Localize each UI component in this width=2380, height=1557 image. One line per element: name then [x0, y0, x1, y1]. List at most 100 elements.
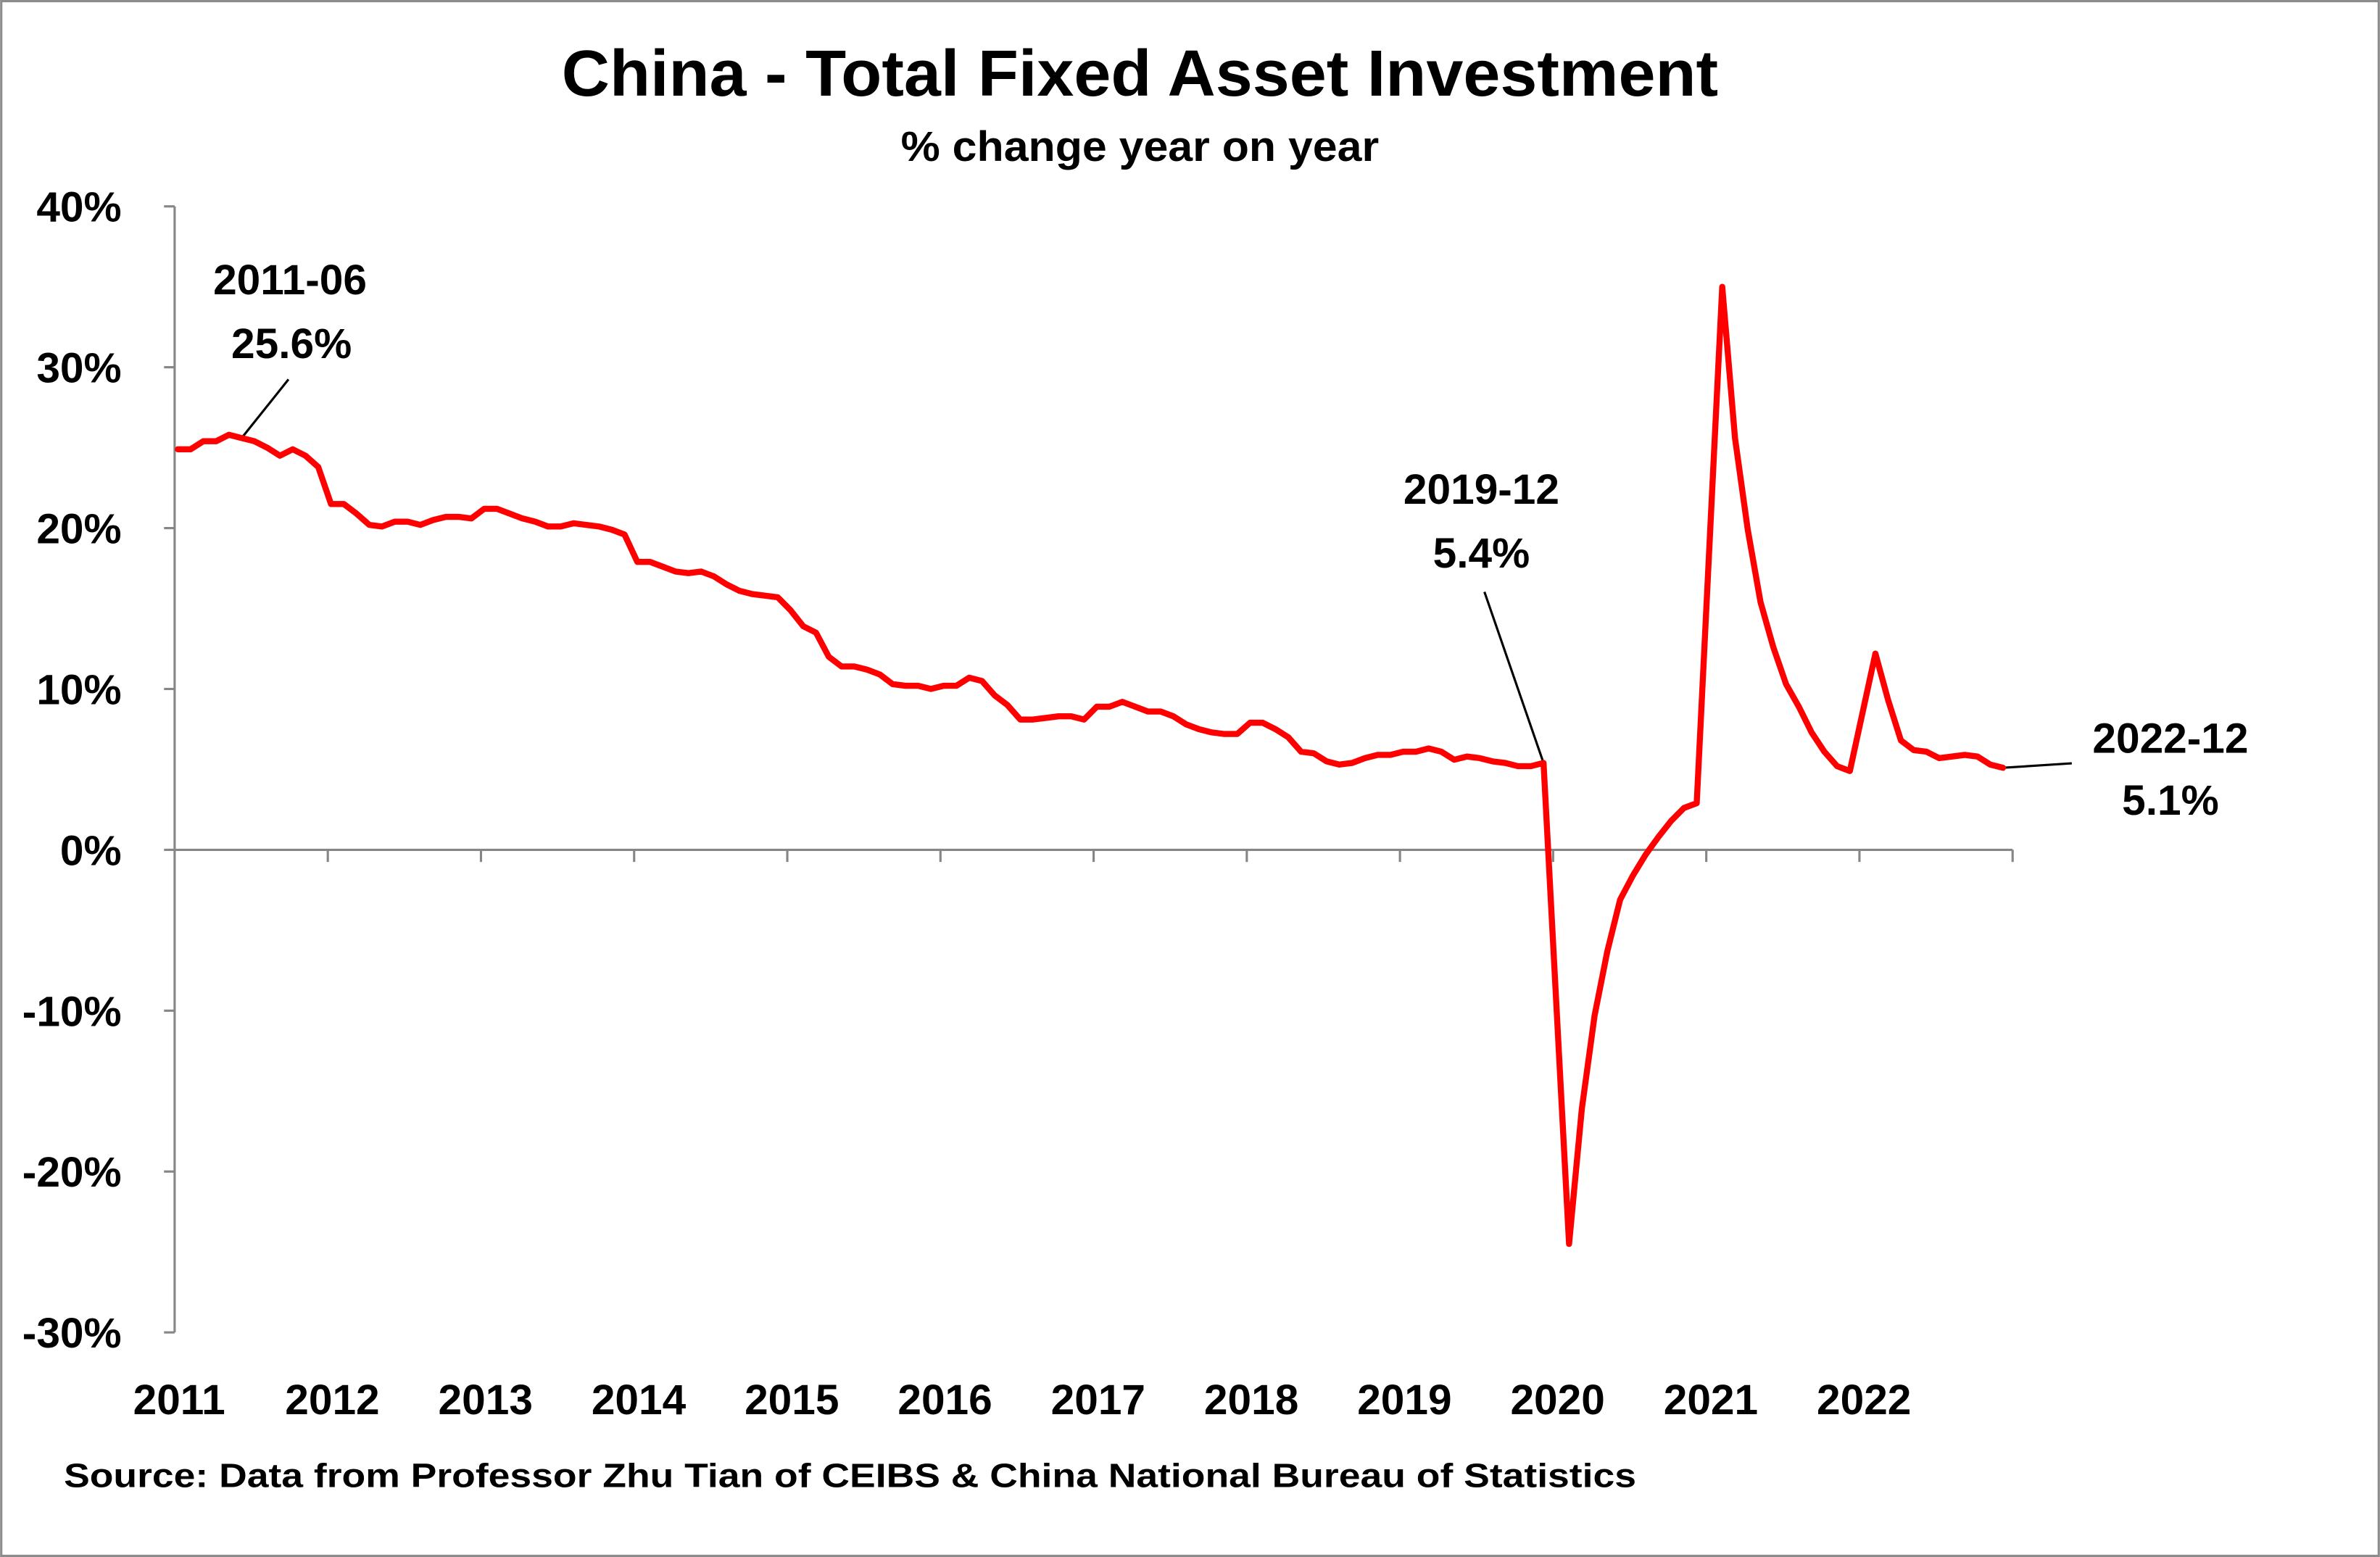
- data-point: [455, 514, 462, 520]
- annotation-date-label: 2022-12: [2092, 715, 2248, 762]
- data-point: [1566, 1241, 1572, 1247]
- data-point: [341, 501, 347, 507]
- annotation-date-label: 2019-12: [1403, 466, 1559, 513]
- data-point: [1413, 749, 1419, 755]
- data-point: [1247, 720, 1253, 726]
- data-point: [1081, 716, 1087, 723]
- data-point: [1119, 699, 1125, 705]
- data-point: [1693, 800, 1700, 806]
- data-point: [762, 592, 768, 599]
- data-point: [1400, 749, 1406, 755]
- data-point: [864, 667, 870, 673]
- data-point: [609, 527, 615, 533]
- data-point: [1272, 726, 1279, 732]
- data-point: [1361, 755, 1368, 761]
- data-point: [289, 447, 296, 452]
- data-point: [507, 510, 513, 517]
- data-point: [1222, 731, 1227, 737]
- data-point: [1017, 716, 1024, 723]
- data-point: [1106, 704, 1113, 710]
- x-tick-label: 2017: [1051, 1377, 1145, 1424]
- data-point: [1311, 750, 1317, 757]
- annotation-value-label: 5.1%: [2122, 777, 2219, 824]
- data-point: [1630, 873, 1636, 879]
- annotation-value-label: 5.4%: [1433, 530, 1530, 577]
- data-point: [1324, 758, 1330, 765]
- annotation-leader-line: [241, 378, 290, 439]
- y-tick-label: -20%: [22, 1149, 122, 1196]
- data-point: [545, 523, 551, 530]
- data-point: [252, 438, 257, 444]
- data-point: [430, 517, 436, 523]
- source-note: Source: Data from Professor Zhu Tian of …: [64, 1457, 1636, 1495]
- data-point: [532, 518, 539, 525]
- data-point: [673, 568, 679, 575]
- x-tick-label: 2015: [745, 1377, 839, 1424]
- data-point: [634, 559, 640, 565]
- data-point: [1298, 749, 1304, 755]
- y-tick-label: 40%: [36, 184, 121, 231]
- data-point: [1745, 527, 1751, 533]
- data-point: [787, 607, 794, 613]
- data-point: [1579, 1105, 1585, 1112]
- y-tick-label: -10%: [22, 988, 122, 1035]
- data-point: [839, 663, 845, 670]
- y-tick-label: 20%: [36, 505, 121, 552]
- data-point: [723, 581, 730, 588]
- data-point: [1885, 697, 1891, 703]
- data-point: [239, 435, 245, 441]
- data-point: [775, 594, 781, 600]
- data-point: [647, 559, 653, 565]
- y-axis-ticks: 40% 30% 20% 10% 0% -10% -20% -30%: [22, 184, 175, 1357]
- data-point: [1438, 749, 1445, 755]
- data-point: [1170, 713, 1177, 719]
- x-tick-label: 2021: [1664, 1377, 1758, 1424]
- data-point: [354, 510, 360, 517]
- annotation-leader-line: [2002, 762, 2072, 769]
- data-point: [1336, 762, 1343, 768]
- x-tick-label: 2018: [1204, 1377, 1298, 1424]
- data-point: [1949, 753, 1955, 760]
- data-point: [928, 686, 934, 692]
- data-point: [1042, 715, 1049, 721]
- data-point: [621, 531, 628, 538]
- data-point: [1489, 758, 1496, 765]
- data-point: [1668, 818, 1675, 824]
- data-point: [1783, 681, 1789, 687]
- series-group: [175, 283, 2007, 1247]
- data-point: [1809, 729, 1815, 736]
- data-point: [225, 432, 232, 438]
- data-point: [391, 518, 398, 525]
- data-point: [277, 452, 283, 459]
- data-point: [328, 501, 334, 507]
- data-point: [685, 570, 692, 576]
- data-point: [1196, 726, 1202, 732]
- data-point: [1541, 760, 1546, 766]
- data-point: [1260, 720, 1266, 726]
- data-point: [213, 438, 219, 444]
- data-point: [1527, 763, 1534, 769]
- data-point: [1591, 1013, 1598, 1018]
- data-point: [1643, 852, 1649, 858]
- data-point: [1451, 757, 1457, 763]
- data-point: [737, 588, 742, 594]
- data-point: [698, 568, 704, 575]
- x-tick-label: 2022: [1817, 1377, 1911, 1424]
- data-point: [940, 683, 947, 689]
- data-point: [1374, 752, 1381, 758]
- data-point: [443, 514, 449, 520]
- data-point: [711, 573, 717, 579]
- x-tick-label: 2019: [1357, 1377, 1451, 1424]
- data-point: [557, 523, 564, 530]
- y-tick-label: -30%: [22, 1310, 122, 1357]
- x-axis-ticks: 2011 2012 2013 2014 2015 2016 2017 2018 2019 2020…: [133, 850, 2014, 1424]
- data-point: [1962, 752, 1968, 758]
- x-tick-label: 2014: [592, 1377, 687, 1424]
- annotation-leader-line: [1483, 591, 1545, 764]
- data-point: [1834, 763, 1840, 769]
- data-point: [813, 630, 819, 636]
- data-point: [1068, 713, 1074, 719]
- data-point: [1208, 729, 1215, 736]
- data-point: [1936, 755, 1942, 761]
- data-point: [468, 515, 475, 522]
